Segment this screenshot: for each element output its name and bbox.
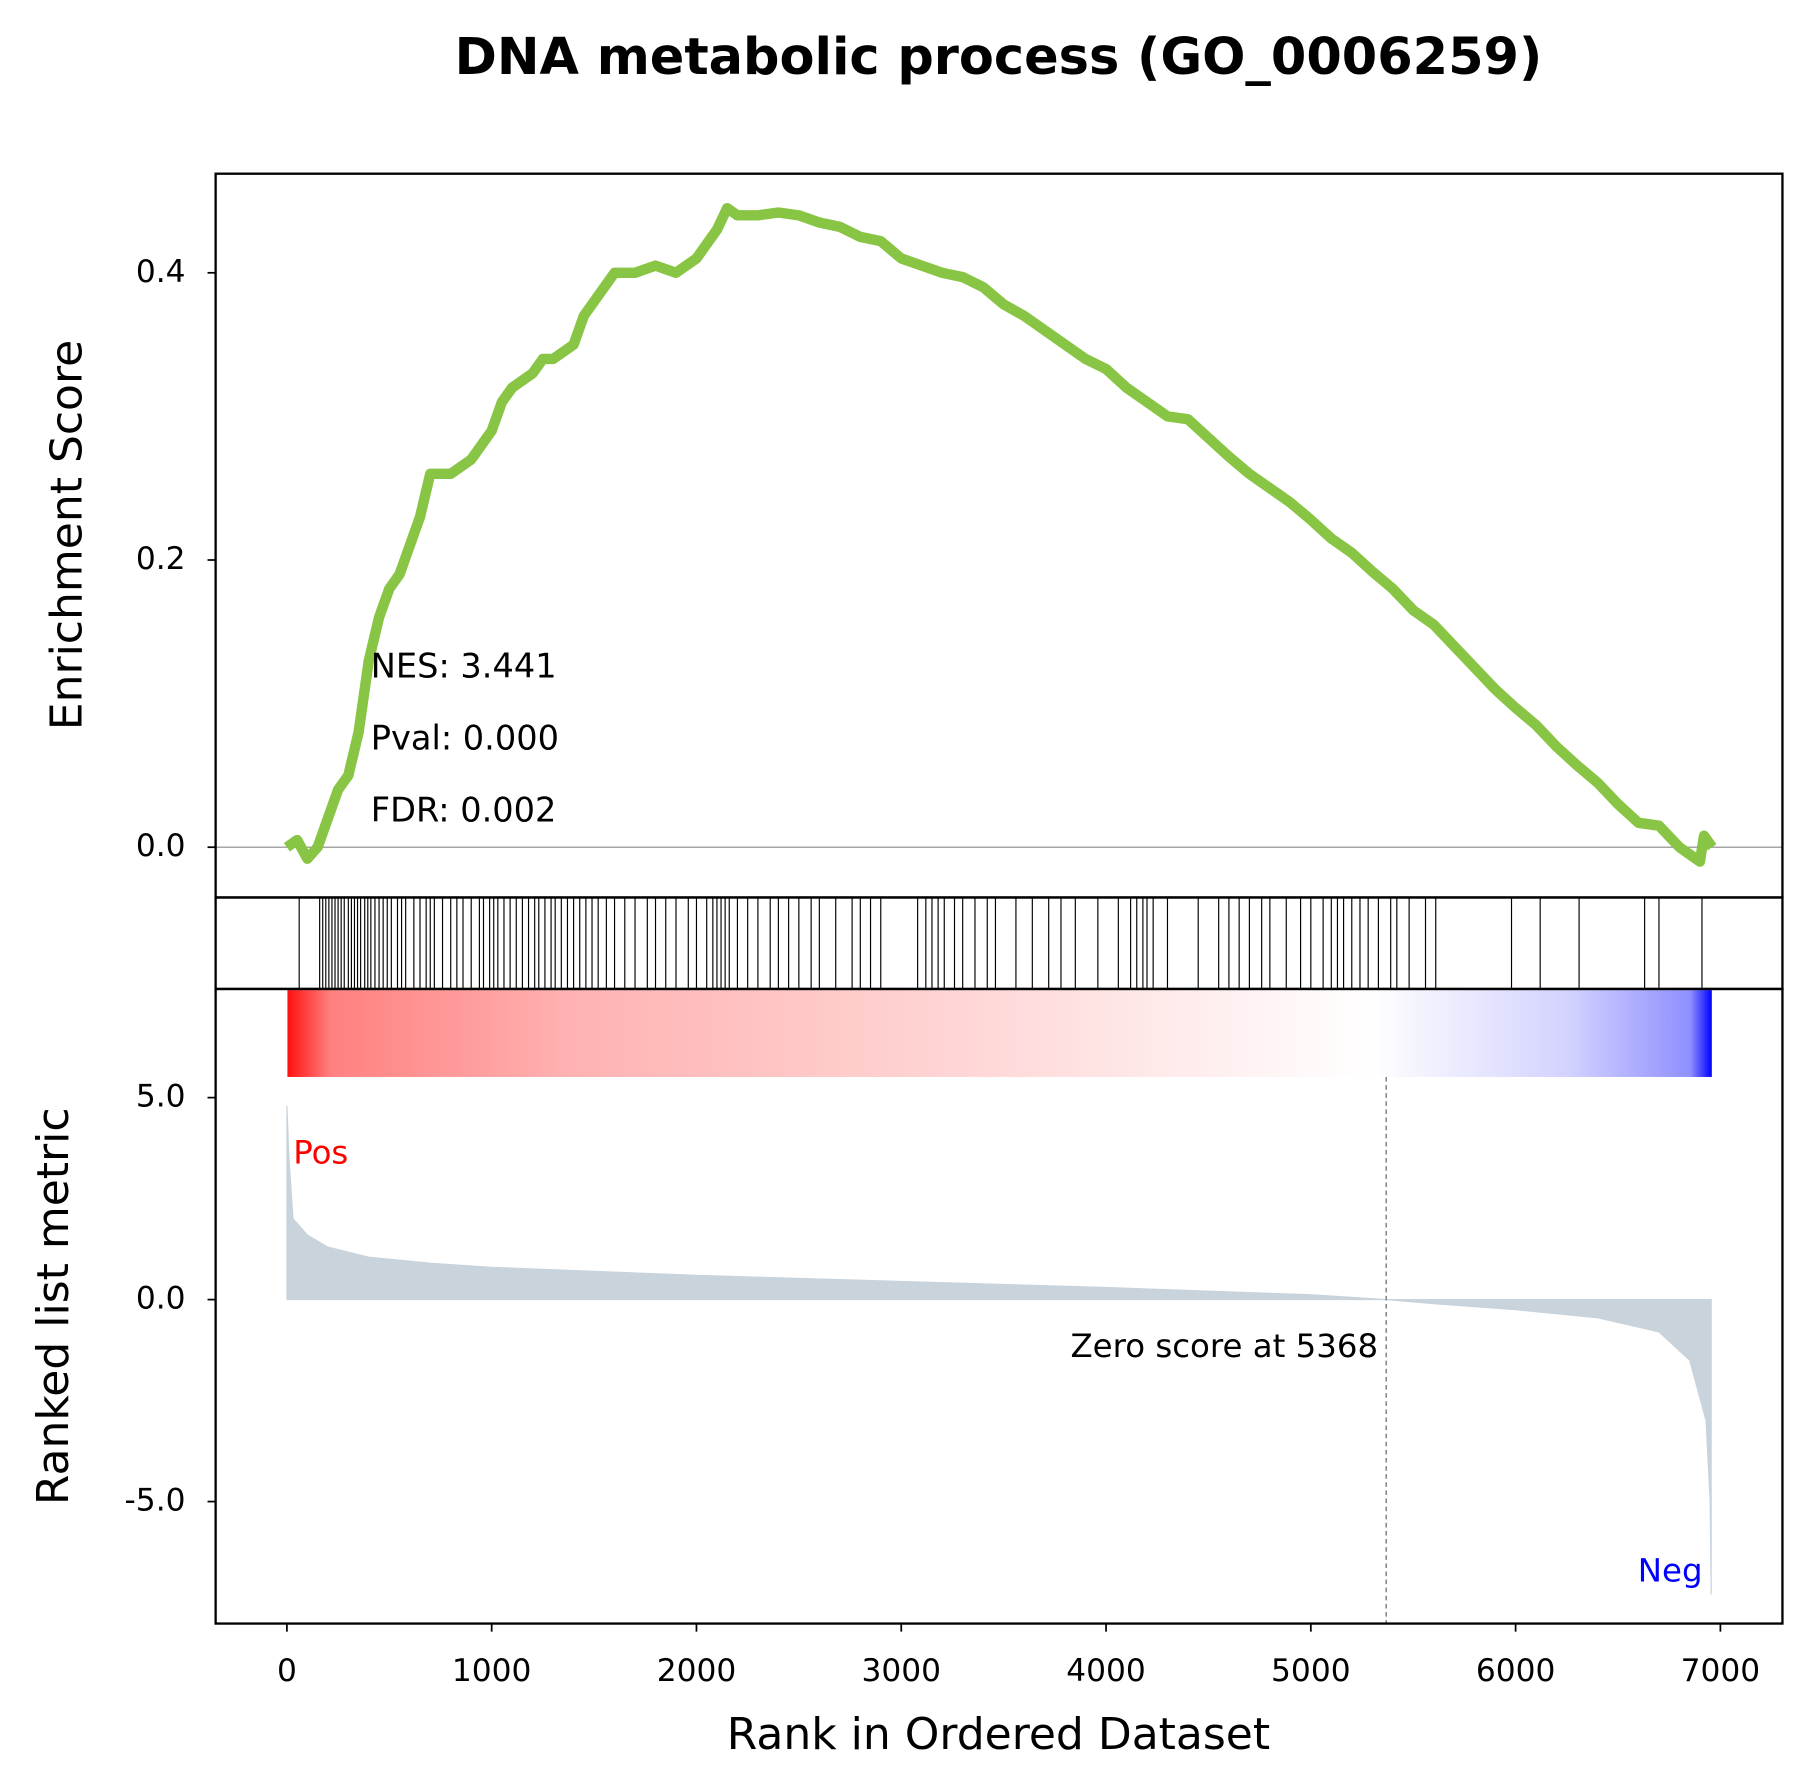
ranked-metric-area [286,1105,1712,1595]
y-tick-label: -5.0 [125,1483,186,1519]
y-tick-label: 5.0 [136,1079,186,1115]
x-axis-label: Rank in Ordered Dataset [727,1709,1270,1760]
stat-annotation: NES: 3.441 [371,647,557,686]
x-tick-label: 1000 [452,1653,532,1689]
y-tick-label: 0.4 [136,254,186,290]
axes-frame [214,172,1784,899]
stat-annotation: Pval: 0.000 [371,718,559,757]
y-tick-label: 0.2 [136,541,186,577]
x-tick-label: 7000 [1681,1653,1761,1689]
y-tick-label: 0.0 [136,1281,186,1317]
x-tick-label: 2000 [657,1653,737,1689]
neg-label: Neg [1638,1552,1703,1590]
es-line [283,202,1717,867]
zero-score-label: Zero score at 5368 [1070,1327,1378,1365]
x-tick-label: 0 [277,1653,297,1689]
axes-frame [214,987,1784,1625]
pos-label: Pos [293,1134,348,1172]
y-axis-label: Enrichment Score [42,340,93,730]
x-tick-label: 4000 [1066,1653,1146,1689]
x-tick-label: 3000 [861,1653,941,1689]
x-tick-label: 6000 [1476,1653,1556,1689]
rank-colorbar [287,990,1712,1077]
y-axis-label: Ranked list metric [28,1107,79,1505]
chart-title: DNA metabolic process (GO_0006259) [455,28,1543,87]
x-tick-label: 5000 [1271,1653,1351,1689]
stat-annotation: FDR: 0.002 [371,790,557,829]
y-tick-label: 0.0 [136,828,186,864]
